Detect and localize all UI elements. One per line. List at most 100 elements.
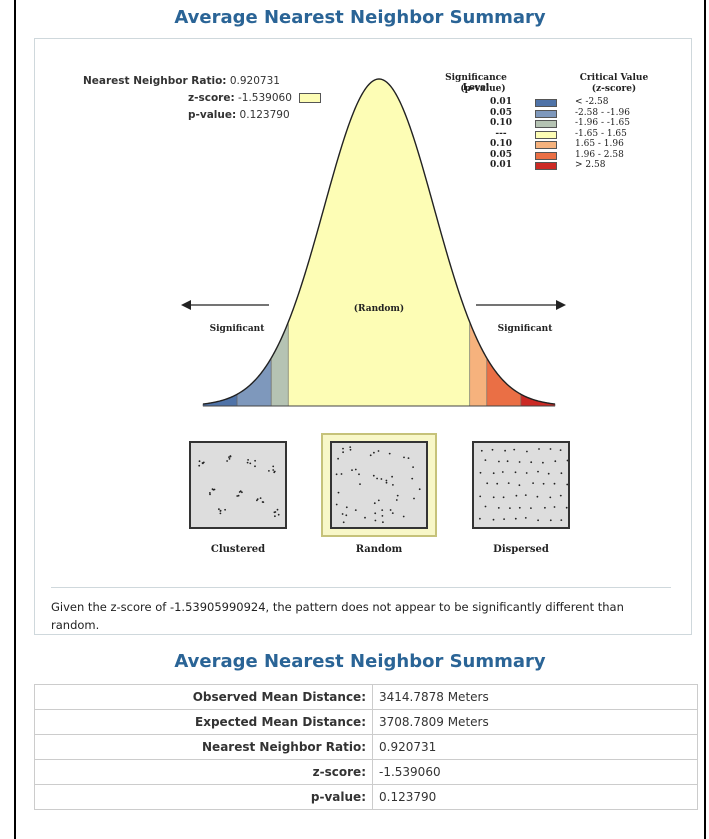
pattern-point bbox=[549, 448, 552, 450]
report-title: Average Nearest Neighbor Summary bbox=[174, 7, 546, 28]
pattern-point bbox=[509, 507, 511, 509]
legend-swatch bbox=[535, 151, 557, 160]
pattern-point bbox=[382, 521, 384, 524]
pattern-point bbox=[335, 503, 338, 506]
pattern-point bbox=[351, 469, 353, 471]
summary-label: p-value: bbox=[34, 784, 373, 810]
summary-table: Observed Mean Distance: 3414.7878 Meters E… bbox=[34, 684, 698, 810]
pattern-point bbox=[364, 516, 366, 519]
pattern-point bbox=[345, 514, 348, 517]
pattern-point bbox=[502, 496, 505, 499]
summary-value: 3414.7878 Meters bbox=[372, 684, 698, 710]
p-line: p-value: 0.123790 bbox=[83, 107, 321, 124]
pattern-point bbox=[224, 508, 226, 511]
conclusion-text: Given the z-score of -1.53905990924, the… bbox=[51, 587, 671, 634]
pattern-point bbox=[506, 460, 509, 463]
random-pattern-box bbox=[330, 441, 428, 529]
pattern-point bbox=[354, 468, 357, 471]
left-significant-label: Significant bbox=[210, 324, 266, 334]
pattern-point bbox=[484, 459, 487, 461]
legend-p-value: 0.10 bbox=[490, 139, 512, 149]
pattern-point bbox=[514, 517, 517, 520]
pattern-point bbox=[497, 507, 500, 509]
pattern-point bbox=[518, 461, 521, 463]
pattern-point bbox=[342, 447, 344, 450]
curve-region bbox=[287, 78, 471, 407]
legend-z-range: 1.65 - 1.96 bbox=[575, 139, 624, 149]
pattern-point bbox=[254, 459, 256, 462]
pattern-point bbox=[273, 511, 276, 514]
dispersed-dots bbox=[479, 448, 569, 522]
pattern-point bbox=[268, 470, 270, 472]
pattern-point bbox=[388, 452, 391, 455]
pattern-point bbox=[380, 478, 383, 480]
pattern-point bbox=[479, 517, 481, 520]
z-swatch bbox=[299, 93, 322, 103]
pattern-point bbox=[259, 497, 262, 499]
pattern-point bbox=[396, 494, 399, 497]
pattern-point bbox=[492, 518, 495, 521]
pattern-point bbox=[373, 502, 376, 505]
pattern-point bbox=[411, 477, 414, 480]
legend-swatch bbox=[535, 109, 557, 118]
summary-row: p-value: 0.123790 bbox=[34, 784, 698, 810]
pattern-point bbox=[236, 495, 239, 497]
pattern-point bbox=[389, 509, 392, 511]
pattern-point bbox=[532, 482, 534, 484]
pattern-point bbox=[530, 461, 533, 464]
pattern-point bbox=[530, 507, 532, 509]
legend-p-value: 0.01 bbox=[490, 160, 512, 170]
pattern-point bbox=[249, 462, 252, 465]
pattern-point bbox=[381, 515, 384, 517]
pattern-point bbox=[549, 496, 552, 499]
pattern-point bbox=[524, 494, 527, 496]
pattern-point bbox=[395, 499, 398, 501]
clustered-dots bbox=[198, 455, 280, 518]
pattern-point bbox=[537, 519, 539, 522]
z-line: z-score: -1.539060 bbox=[83, 90, 322, 107]
pattern-point bbox=[209, 492, 211, 494]
pattern-point bbox=[229, 455, 232, 458]
pattern-point bbox=[369, 454, 372, 457]
legend-swatch bbox=[535, 130, 557, 139]
summary-label: z-score: bbox=[34, 759, 373, 785]
pattern-point bbox=[377, 450, 380, 452]
pattern-point bbox=[513, 448, 516, 451]
legend-p-value: --- bbox=[495, 128, 507, 139]
summary-table-title: Average Nearest Neighbor Summary bbox=[174, 651, 546, 672]
pattern-point bbox=[202, 461, 205, 464]
pattern-point bbox=[492, 472, 495, 475]
pattern-point bbox=[261, 501, 264, 503]
pattern-point bbox=[515, 494, 518, 497]
pattern-point bbox=[212, 488, 215, 491]
legend-swatch bbox=[535, 141, 557, 149]
pattern-point bbox=[219, 512, 222, 515]
legend-z-range: < -2.58 bbox=[575, 97, 609, 107]
left-arrow-head-icon bbox=[181, 300, 191, 310]
pattern-point bbox=[198, 460, 201, 463]
pattern-point bbox=[219, 509, 222, 512]
summary-value: -1.539060 bbox=[372, 759, 698, 785]
pattern-point bbox=[518, 484, 521, 487]
curve-fills bbox=[202, 78, 556, 407]
pattern-point bbox=[272, 465, 275, 468]
pattern-point bbox=[372, 474, 375, 477]
legend-p-value: 0.10 bbox=[490, 118, 512, 128]
pattern-point bbox=[486, 482, 489, 485]
pattern-point bbox=[479, 471, 482, 474]
curve-region bbox=[520, 393, 556, 407]
summary-label: Expected Mean Distance: bbox=[34, 709, 373, 735]
pattern-point bbox=[544, 506, 546, 509]
pattern-point bbox=[480, 449, 483, 452]
pattern-point bbox=[337, 491, 340, 494]
legend-z-range: 1.96 - 2.58 bbox=[575, 149, 624, 160]
pattern-point bbox=[553, 482, 556, 485]
pattern-point bbox=[358, 473, 360, 476]
pattern-point bbox=[484, 505, 487, 508]
pattern-point bbox=[566, 483, 569, 486]
random-caption: Random bbox=[355, 544, 403, 555]
summary-row: z-score: -1.539060 bbox=[34, 759, 698, 785]
pattern-point bbox=[209, 493, 211, 496]
summary-label: Observed Mean Distance: bbox=[34, 684, 373, 710]
pattern-point bbox=[542, 482, 545, 485]
